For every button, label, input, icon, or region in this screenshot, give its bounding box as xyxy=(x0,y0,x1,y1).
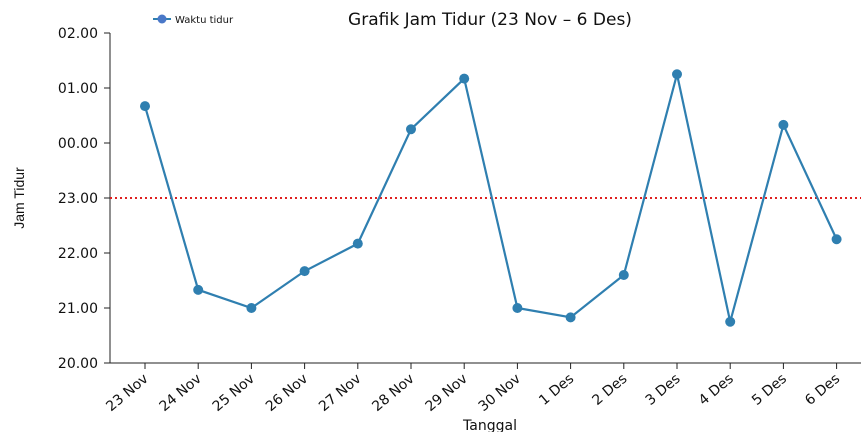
y-tick-label: 20.00 xyxy=(58,356,98,372)
y-tick-label: 01.00 xyxy=(58,81,98,97)
x-tick-label: 25 Nov xyxy=(210,371,258,415)
data-point xyxy=(672,69,682,80)
x-tick-label: 28 Nov xyxy=(369,371,417,415)
data-point xyxy=(778,119,789,130)
data-point xyxy=(831,234,842,245)
x-tick-label: 23 Nov xyxy=(103,371,151,415)
data-point xyxy=(459,73,470,84)
legend-marker xyxy=(157,14,167,24)
y-tick-label: 21.00 xyxy=(58,301,98,317)
x-tick-label: 24 Nov xyxy=(156,371,204,415)
x-tick-label: 6 Des xyxy=(802,371,843,409)
x-tick-label: 27 Nov xyxy=(316,371,364,415)
data-point xyxy=(512,303,523,313)
data-point xyxy=(406,124,416,135)
series-layer xyxy=(140,69,842,327)
x-tick-label: 1 Des xyxy=(536,371,577,409)
data-point xyxy=(193,284,204,295)
chart-title: Grafik Jam Tidur (23 Nov – 6 Des) xyxy=(348,10,632,30)
x-tick-label: 30 Nov xyxy=(476,371,524,415)
y-axis-ticks: 20.00 21.00 22.00 23.00 00.00 01.00 02.00 xyxy=(58,26,110,372)
x-axis-ticks: 23 Nov 24 Nov 25 Nov 26 Nov 27 Nov 28 Nov 29 N… xyxy=(103,363,843,415)
x-tick-label: 5 Des xyxy=(749,371,790,409)
x-tick-label: 29 Nov xyxy=(422,371,470,415)
data-point xyxy=(565,312,576,323)
series-line xyxy=(143,73,838,323)
legend: Waktu tidur xyxy=(153,14,234,26)
y-tick-label: 00.00 xyxy=(58,136,98,152)
x-tick-label: 4 Des xyxy=(696,371,737,409)
x-axis-label: Tanggal xyxy=(462,418,517,432)
y-axis-label: Jam Tidur xyxy=(11,167,27,229)
data-point xyxy=(618,270,629,280)
y-tick-label: 22.00 xyxy=(58,246,98,262)
data-point xyxy=(140,101,150,112)
data-point xyxy=(352,238,363,249)
data-point xyxy=(299,266,310,277)
x-tick-label: 3 Des xyxy=(643,371,684,409)
data-point xyxy=(246,303,257,313)
x-tick-label: 2 Des xyxy=(589,371,630,409)
x-tick-label: 26 Nov xyxy=(263,371,311,415)
legend-label: Waktu tidur xyxy=(175,15,234,26)
y-tick-label: 23.00 xyxy=(58,191,98,207)
y-tick-label: 02.00 xyxy=(58,26,98,42)
data-point xyxy=(725,316,736,327)
